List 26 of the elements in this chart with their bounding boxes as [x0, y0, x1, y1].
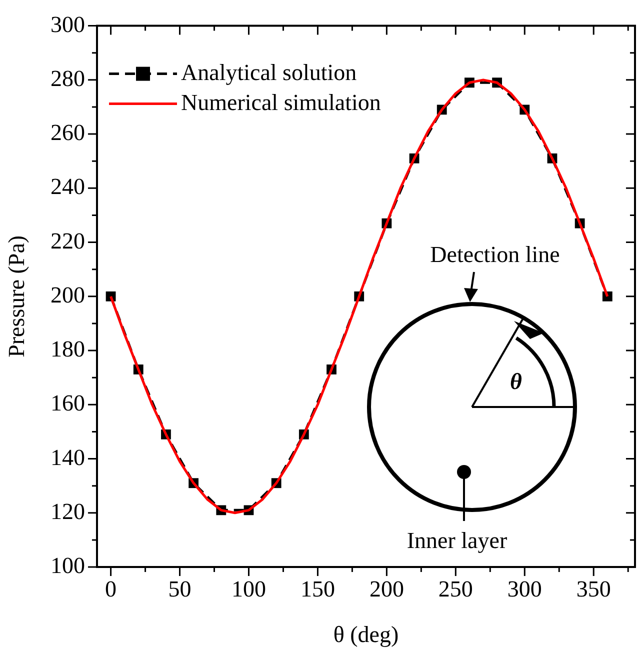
- y-tick-label: 180: [50, 336, 85, 362]
- y-axis-title: Pressure (Pa): [4, 235, 29, 358]
- y-tick-label: 200: [50, 282, 85, 308]
- y-tick-label: 160: [50, 390, 85, 416]
- x-tick-label: 0: [105, 576, 117, 602]
- x-tick-label: 50: [168, 576, 192, 602]
- y-tick-label: 300: [50, 12, 85, 37]
- x-tick-label: 100: [231, 576, 266, 602]
- annotation: Detection line: [430, 242, 560, 267]
- x-tick-label: 350: [576, 576, 611, 602]
- y-tick-label: 280: [50, 66, 85, 91]
- y-tick-label: 100: [50, 553, 85, 578]
- y-tick-label: 120: [50, 498, 85, 524]
- y-tick-label: 140: [50, 444, 85, 470]
- x-axis-title: θ (deg): [333, 622, 399, 648]
- annotation: θ: [510, 369, 522, 394]
- y-tick-label: 260: [50, 120, 85, 146]
- x-tick-label: 200: [369, 576, 404, 602]
- y-tick-label: 220: [50, 228, 85, 254]
- y-tick-label: 240: [50, 174, 85, 200]
- x-tick-label: 300: [507, 576, 542, 602]
- x-tick-label: 150: [300, 576, 335, 602]
- x-tick-label: 250: [438, 576, 473, 602]
- annotation: Inner layer: [406, 528, 508, 553]
- legend-label: Analytical solution: [181, 60, 358, 85]
- legend-label: Numerical simulation: [181, 90, 382, 115]
